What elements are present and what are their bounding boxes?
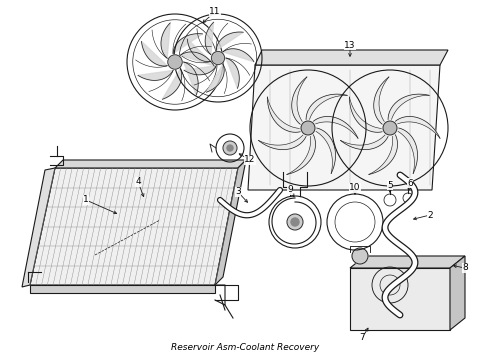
Polygon shape (161, 23, 170, 58)
Text: Reservoir Asm-Coolant Recovery: Reservoir Asm-Coolant Recovery (171, 343, 319, 352)
Polygon shape (369, 135, 397, 175)
Circle shape (383, 121, 397, 135)
Polygon shape (314, 116, 358, 138)
Polygon shape (292, 77, 307, 124)
Polygon shape (215, 160, 246, 285)
Polygon shape (138, 71, 173, 80)
Polygon shape (142, 41, 167, 66)
Polygon shape (255, 50, 448, 65)
Polygon shape (388, 94, 429, 120)
Polygon shape (398, 128, 417, 174)
Polygon shape (162, 69, 182, 99)
Circle shape (287, 214, 303, 230)
Text: 3: 3 (235, 188, 241, 197)
Text: 2: 2 (427, 211, 433, 220)
Circle shape (211, 51, 224, 64)
Text: 11: 11 (209, 8, 221, 17)
Circle shape (223, 141, 237, 155)
Polygon shape (395, 116, 440, 138)
Polygon shape (259, 135, 306, 150)
Polygon shape (223, 49, 254, 62)
Polygon shape (184, 66, 216, 75)
Polygon shape (316, 128, 336, 174)
Polygon shape (206, 64, 224, 92)
Polygon shape (450, 256, 465, 330)
Polygon shape (341, 135, 388, 150)
Polygon shape (184, 62, 198, 95)
Polygon shape (22, 168, 55, 287)
Text: 5: 5 (387, 180, 393, 189)
Text: 13: 13 (344, 40, 356, 49)
Polygon shape (287, 135, 316, 175)
Circle shape (168, 55, 182, 69)
Text: 12: 12 (245, 156, 256, 165)
Polygon shape (55, 160, 246, 168)
Polygon shape (30, 285, 215, 293)
Circle shape (352, 248, 368, 264)
Text: 1: 1 (83, 195, 89, 204)
Polygon shape (374, 77, 389, 124)
Polygon shape (350, 256, 465, 268)
Polygon shape (205, 22, 214, 55)
Text: 10: 10 (349, 184, 361, 193)
Text: 7: 7 (359, 333, 365, 342)
Polygon shape (306, 94, 347, 120)
Polygon shape (268, 97, 300, 132)
Circle shape (227, 145, 233, 151)
Polygon shape (216, 32, 243, 50)
Polygon shape (180, 52, 214, 66)
Circle shape (301, 121, 315, 135)
Text: 6: 6 (407, 179, 413, 188)
Polygon shape (226, 58, 239, 88)
Polygon shape (187, 39, 211, 62)
Polygon shape (30, 168, 238, 285)
Polygon shape (349, 97, 382, 132)
Circle shape (291, 218, 299, 226)
Text: 8: 8 (462, 264, 468, 273)
Polygon shape (350, 268, 450, 330)
Text: 4: 4 (135, 177, 141, 186)
Polygon shape (173, 34, 202, 54)
Text: 9: 9 (287, 185, 293, 194)
Polygon shape (248, 65, 440, 190)
